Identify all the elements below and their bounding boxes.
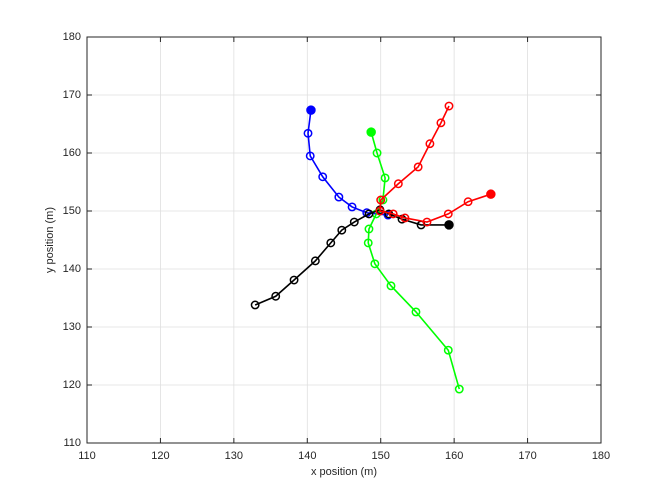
point-marker (436, 118, 446, 128)
point-marker (347, 202, 357, 212)
start-marker (366, 127, 376, 137)
start-marker (444, 220, 454, 230)
point-marker (363, 238, 373, 248)
y-axis-label: y position (m) (44, 207, 56, 273)
point-marker (250, 300, 260, 310)
point-marker (444, 101, 454, 111)
point-marker (463, 197, 473, 207)
point-marker (376, 195, 386, 205)
x-axis-label: x position (m) (311, 466, 377, 478)
point-marker (326, 238, 336, 248)
x-tick-label: 130 (225, 450, 243, 462)
y-tick-label: 120 (63, 379, 81, 391)
point-marker (334, 192, 344, 202)
plot-area (87, 37, 601, 443)
point-marker (388, 209, 398, 219)
point-marker (386, 281, 396, 291)
point-marker (349, 217, 359, 227)
point-marker (413, 162, 423, 172)
point-marker (380, 173, 390, 183)
point-marker (289, 275, 299, 285)
point-marker (372, 148, 382, 158)
y-tick-label: 160 (63, 147, 81, 159)
point-marker (454, 384, 464, 394)
point-marker (305, 151, 315, 161)
point-marker (400, 213, 410, 223)
y-tick-label: 110 (63, 437, 81, 449)
point-marker (318, 172, 328, 182)
point-marker (375, 206, 385, 216)
x-tick-label: 160 (445, 450, 463, 462)
y-tick-label: 170 (63, 89, 81, 101)
start-marker (306, 105, 316, 115)
point-marker (337, 225, 347, 235)
point-marker (425, 139, 435, 149)
point-marker (310, 256, 320, 266)
axes-box (86, 36, 602, 444)
start-marker (486, 189, 496, 199)
point-marker (271, 291, 281, 301)
point-marker (364, 224, 374, 234)
point-marker (422, 217, 432, 227)
point-marker (443, 345, 453, 355)
point-marker (364, 209, 374, 219)
point-marker (443, 209, 453, 219)
x-tick-label: 110 (78, 450, 96, 462)
point-marker (411, 307, 421, 317)
x-tick-label: 120 (151, 450, 169, 462)
x-tick-label: 170 (518, 450, 536, 462)
point-marker (303, 128, 313, 138)
trajectory-line (379, 105, 492, 223)
y-tick-label: 130 (63, 321, 81, 333)
y-tick-label: 180 (63, 31, 81, 43)
x-tick-label: 150 (372, 450, 390, 462)
x-tick-label: 180 (592, 450, 610, 462)
x-tick-label: 140 (298, 450, 316, 462)
y-tick-label: 150 (63, 205, 81, 217)
point-marker (370, 259, 380, 269)
point-marker (393, 179, 403, 189)
y-tick-label: 140 (63, 263, 81, 275)
